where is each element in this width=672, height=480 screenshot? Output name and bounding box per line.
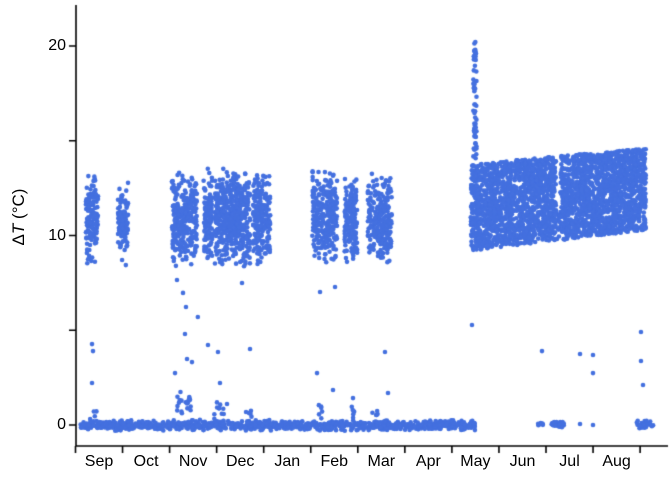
x-tick-label-mar: Mar bbox=[367, 453, 396, 470]
x-tick-label-aug: Aug bbox=[602, 453, 631, 470]
y-tick-label-20: 20 bbox=[48, 37, 66, 54]
x-tick-label-may: May bbox=[460, 453, 491, 470]
x-tick-label-jun: Jun bbox=[509, 453, 536, 470]
y-tick-label-10: 10 bbox=[48, 226, 66, 244]
x-tick-label-jul: Jul bbox=[559, 453, 580, 470]
x-tick-label-sep: Sep bbox=[84, 453, 114, 470]
x-tick-label-feb: Feb bbox=[320, 453, 349, 470]
x-tick-label-dec: Dec bbox=[225, 453, 255, 470]
x-tick-label-apr: Apr bbox=[415, 453, 441, 470]
y-tick-label-0: 0 bbox=[57, 416, 66, 433]
x-tick-label-jan: Jan bbox=[274, 453, 301, 470]
x-tick-label-nov: Nov bbox=[178, 453, 208, 470]
y-axis-title-unit: (°C) bbox=[9, 188, 28, 224]
x-tick-label-oct: Oct bbox=[133, 453, 159, 470]
